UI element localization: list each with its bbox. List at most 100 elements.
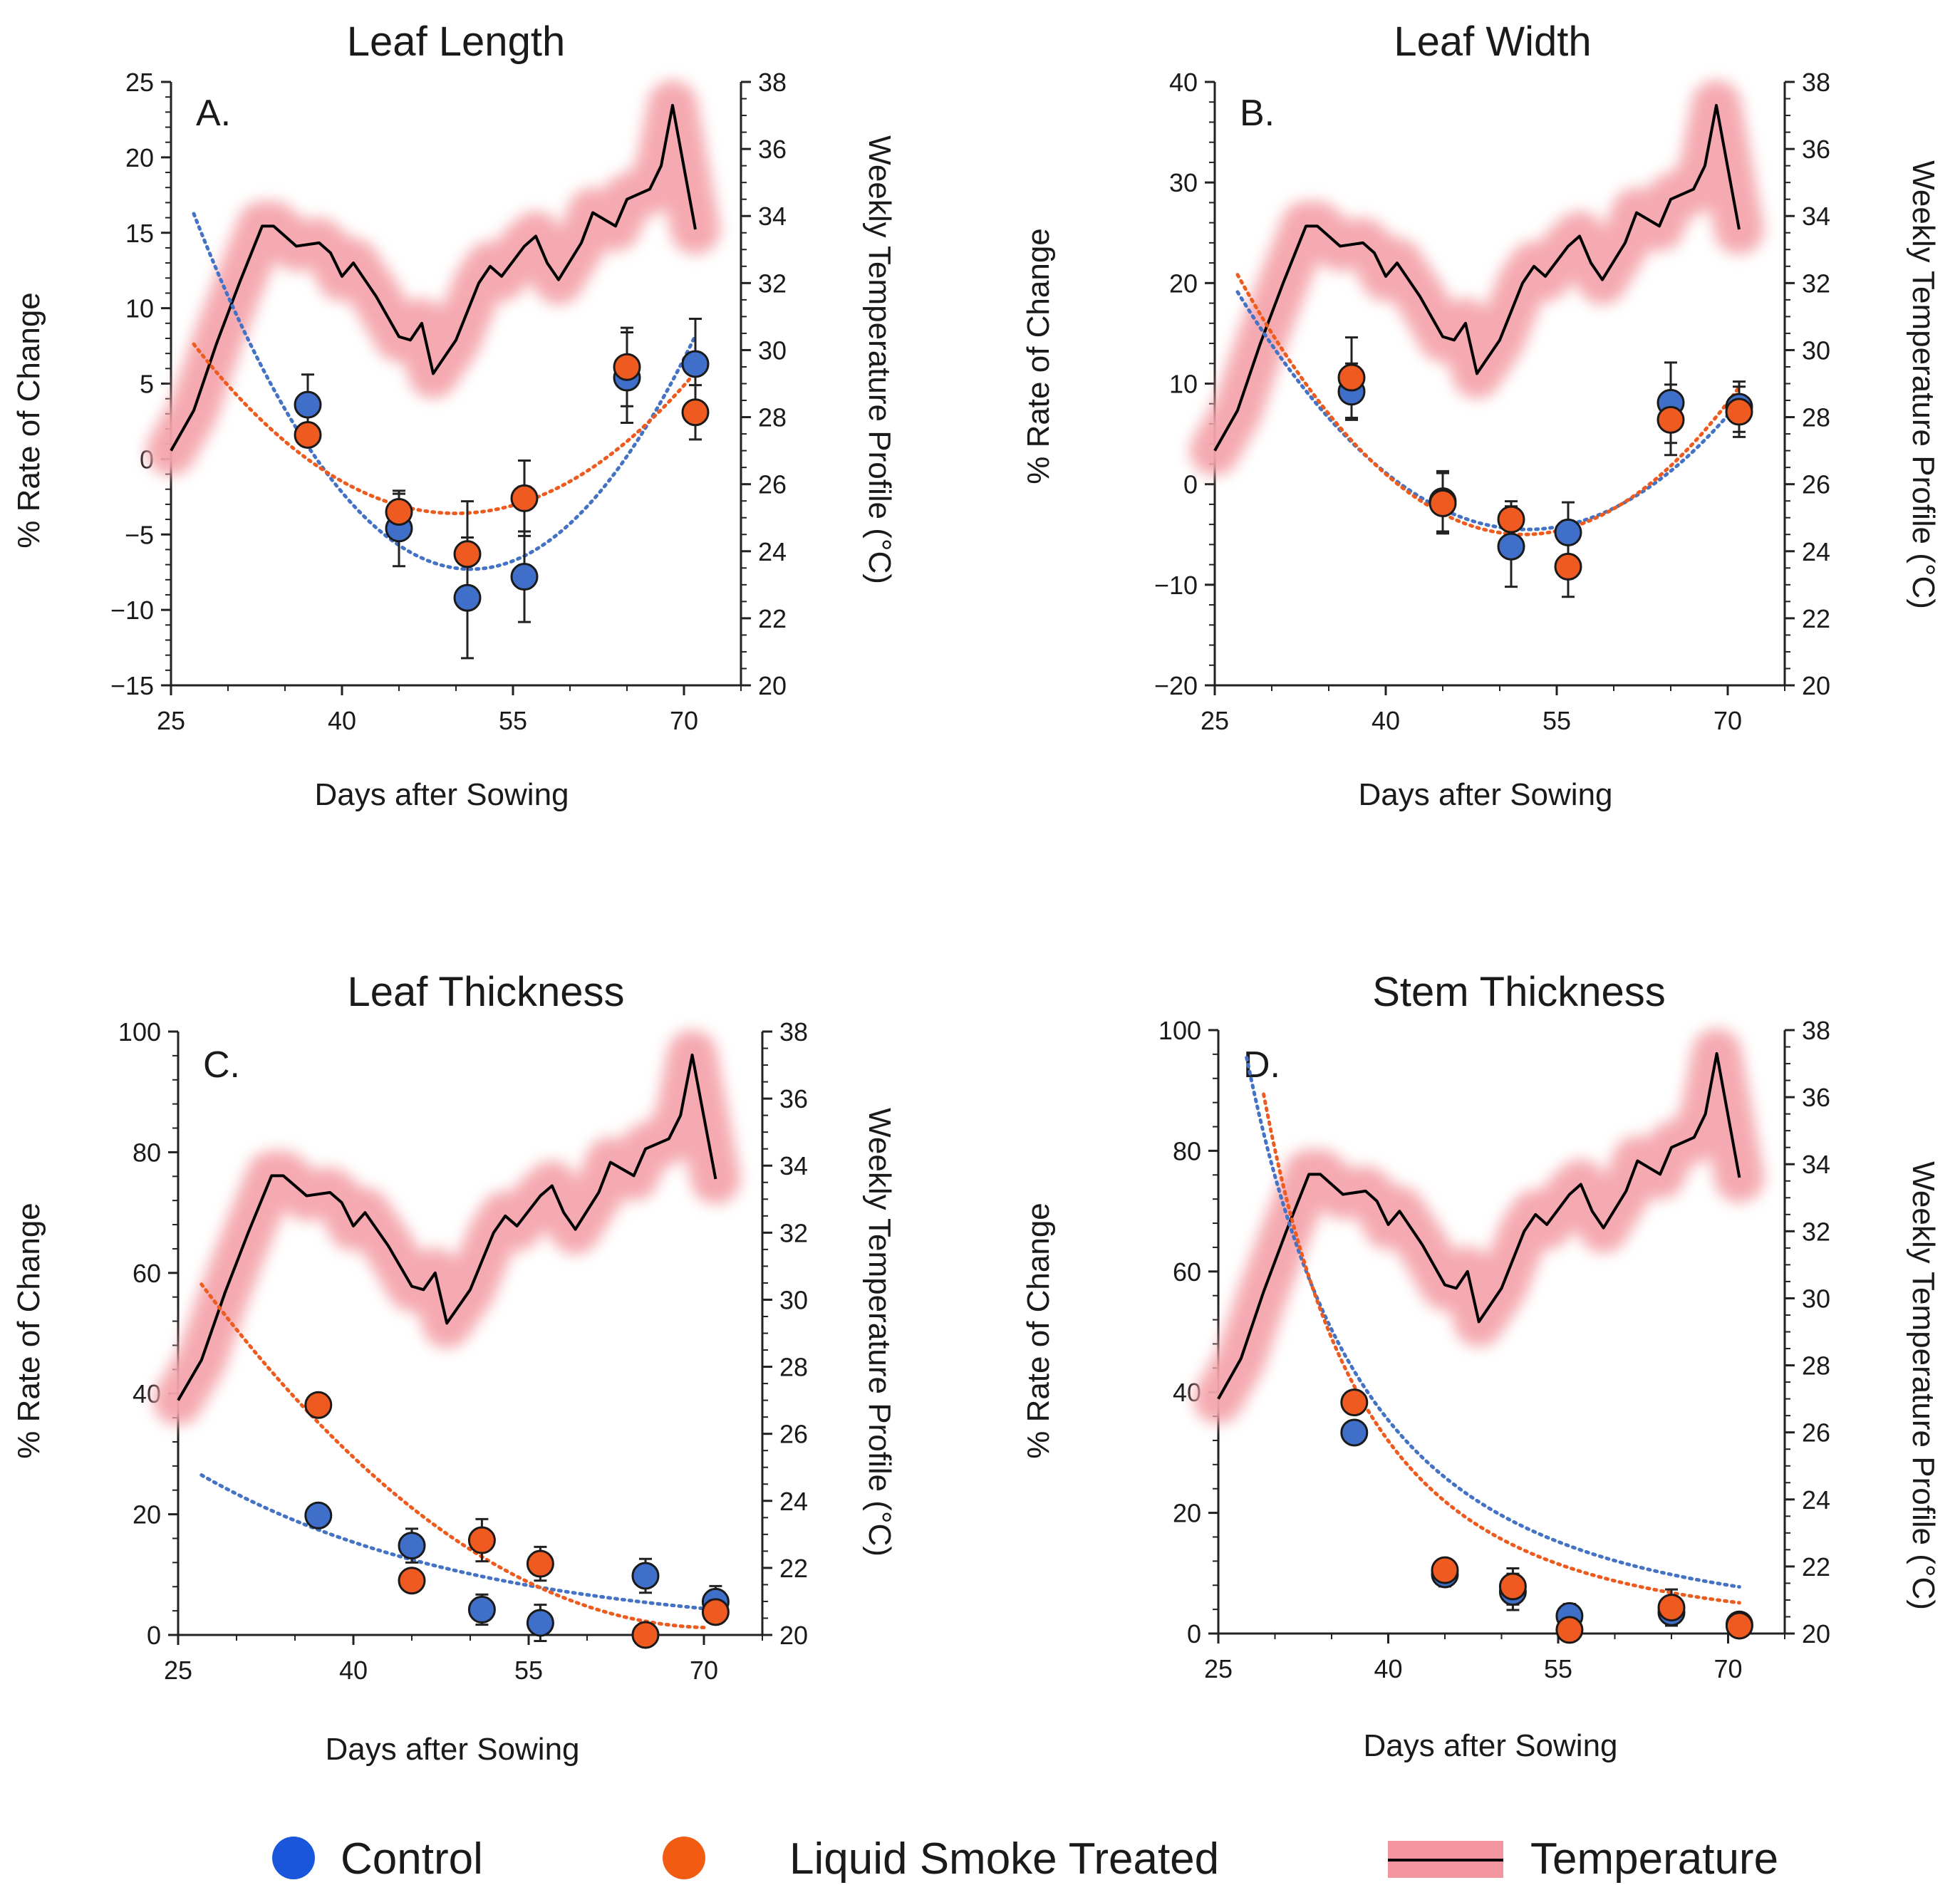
control-point <box>526 1609 554 1637</box>
y2-tick-label: 34 <box>779 1151 808 1180</box>
panel-label: B. <box>1240 93 1275 134</box>
y-tick-label: 0 <box>147 1621 161 1650</box>
temperature-line <box>1217 1051 1741 1400</box>
legend-control-marker <box>272 1837 315 1879</box>
panel-leaf-width: Leaf Width B. Days after Sowing % Rate o… <box>1021 19 1941 812</box>
control-point <box>398 1532 426 1560</box>
treated-point <box>1656 405 1685 434</box>
temperature-line <box>1213 103 1741 452</box>
y2-tick-label: 24 <box>779 1487 808 1516</box>
control-point <box>510 563 539 591</box>
x-tick-label: 25 <box>157 706 185 735</box>
y2-tick-label: 36 <box>779 1084 808 1113</box>
chart-title: Stem Thickness <box>1372 969 1666 1015</box>
y-tick-label: 100 <box>1158 1016 1201 1045</box>
temperature-band <box>146 80 720 476</box>
x-tick-label: 55 <box>514 1656 543 1685</box>
x-tick-label: 55 <box>499 706 527 735</box>
legend-control-label: Control <box>341 1834 483 1884</box>
y-axis-label: % Rate of Change <box>11 1203 46 1459</box>
y2-tick-label: 32 <box>1802 269 1830 298</box>
control-trendline <box>1245 1056 1741 1589</box>
y-tick-label: −20 <box>1154 671 1198 700</box>
y2-tick-label: 34 <box>758 202 787 231</box>
y2-tick-label: 24 <box>1802 1485 1830 1515</box>
control-point <box>1340 1418 1369 1447</box>
y2-tick-label: 20 <box>758 671 787 700</box>
y-tick-label: 20 <box>125 143 154 172</box>
y-axis-label: % Rate of Change <box>11 292 46 549</box>
y2-tick-label: 22 <box>1802 604 1830 633</box>
control-point <box>631 1562 660 1590</box>
y2-tick-label: 30 <box>779 1285 808 1314</box>
y-tick-label: 0 <box>1187 1619 1201 1648</box>
y-tick-label: 15 <box>125 219 154 248</box>
y2-tick-label: 34 <box>1802 202 1830 231</box>
y-tick-label: 100 <box>118 1017 161 1047</box>
x-tick-label: 40 <box>328 706 356 735</box>
y-tick-label: −10 <box>110 596 154 625</box>
y2-tick-label: 26 <box>1802 1418 1830 1448</box>
treated-point <box>1497 505 1525 534</box>
temperature-line <box>177 1053 717 1401</box>
x-tick-label: 40 <box>1372 706 1400 735</box>
y-tick-label: 60 <box>1173 1257 1201 1287</box>
treated-point <box>1725 398 1753 426</box>
y2-tick-label: 20 <box>1802 671 1830 700</box>
y2-tick-label: 22 <box>758 604 787 633</box>
treated-point <box>613 353 641 381</box>
treated-point <box>526 1549 554 1578</box>
y-tick-label: 10 <box>125 294 154 323</box>
treated-trendline <box>199 1282 706 1630</box>
y2-tick-label: 22 <box>1802 1552 1830 1582</box>
y2-tick-label: 36 <box>1802 135 1830 164</box>
y2-tick-label: 24 <box>1802 537 1830 566</box>
control-point <box>294 390 322 419</box>
y2-tick-label: 30 <box>1802 336 1830 365</box>
y-tick-label: −5 <box>125 520 154 549</box>
x-tick-label: 70 <box>690 1656 718 1685</box>
y-tick-label: 30 <box>1169 168 1198 197</box>
y-tick-label: 80 <box>133 1138 161 1167</box>
y2-tick-label: 28 <box>779 1353 808 1382</box>
control-point <box>304 1501 333 1530</box>
chart-title: Leaf Thickness <box>347 969 624 1015</box>
y2-tick-label: 26 <box>758 470 787 499</box>
panel-label: C. <box>203 1044 240 1086</box>
temperature-band <box>1193 1028 1765 1424</box>
chart-title: Leaf Width <box>1394 19 1591 65</box>
y2-tick-label: 38 <box>758 68 787 97</box>
x-tick-label: 55 <box>1542 706 1571 735</box>
treated-point <box>1554 552 1582 581</box>
y2-tick-label: 32 <box>758 269 787 298</box>
control-point <box>681 350 710 378</box>
control-point <box>467 1595 496 1624</box>
y2-tick-label: 28 <box>758 403 787 432</box>
y2-tick-label: 26 <box>779 1420 808 1449</box>
y-tick-label: 10 <box>1169 370 1198 399</box>
y-tick-label: 25 <box>125 68 154 97</box>
x-tick-label: 55 <box>1544 1654 1572 1683</box>
y2-tick-label: 26 <box>1802 470 1830 499</box>
temperature-band <box>153 1029 741 1426</box>
treated-point <box>467 1526 496 1554</box>
y2-tick-label: 30 <box>1802 1284 1830 1313</box>
y2-axis-label: Weekly Temperature Profile (°C) <box>1906 1161 1941 1610</box>
treated-point <box>1428 489 1457 517</box>
x-tick-label: 70 <box>1713 1654 1742 1683</box>
y2-tick-label: 22 <box>779 1554 808 1583</box>
control-point <box>453 583 482 612</box>
treated-point <box>385 497 413 526</box>
y-tick-label: 20 <box>1173 1499 1201 1528</box>
treated-point <box>1431 1556 1459 1584</box>
treated-point <box>304 1391 333 1419</box>
control-trendline <box>199 1473 717 1611</box>
y-tick-label: 80 <box>1173 1136 1201 1165</box>
x-tick-label: 70 <box>670 706 698 735</box>
y2-tick-label: 34 <box>1802 1150 1830 1179</box>
treated-point <box>453 540 482 568</box>
y2-axis-label: Weekly Temperature Profile (°C) <box>862 1108 897 1557</box>
y2-axis-label: Weekly Temperature Profile (°C) <box>862 135 897 584</box>
legend-treated-label: Liquid Smoke Treated <box>789 1834 1219 1884</box>
treated-point <box>701 1598 730 1626</box>
